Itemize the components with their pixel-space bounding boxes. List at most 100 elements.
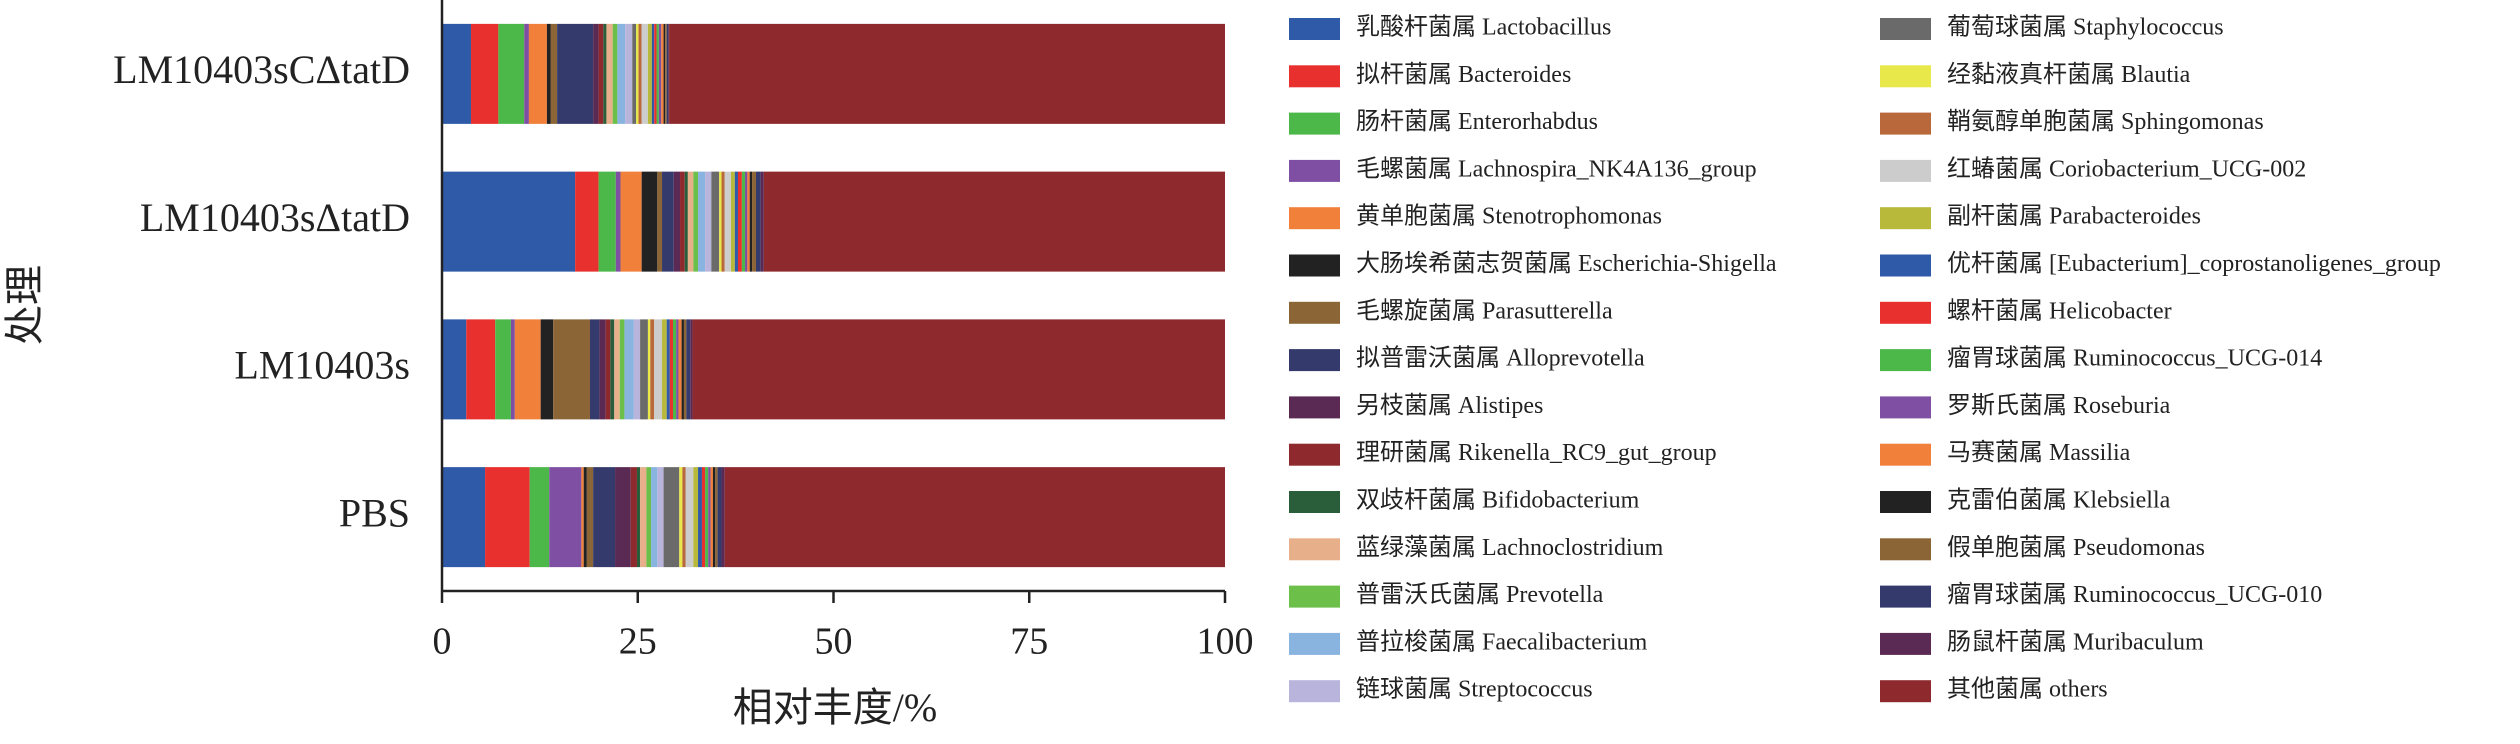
bar-segment <box>657 467 664 568</box>
bar-segment <box>620 171 642 272</box>
legend-label: 大肠埃希菌志贺菌属 Escherichia-Shigella <box>1356 250 1777 277</box>
bar-segment <box>550 23 558 124</box>
bar-segment <box>687 171 694 272</box>
legend-label: 罗斯氏菌属 Roseburia <box>1947 392 2171 419</box>
bar-segment <box>606 23 613 124</box>
bar-segment <box>598 171 616 272</box>
legend-label: 克雷伯菌属 Klebsiella <box>1947 487 2171 514</box>
bar-segment <box>673 171 681 272</box>
bar-segment <box>741 171 746 272</box>
legend-swatch <box>1880 18 1931 40</box>
legend-swatch <box>1289 585 1340 608</box>
bar-segment <box>617 23 626 124</box>
bar-segment <box>737 171 742 272</box>
legend-label: 鞘氨醇单胞菌属 Sphingomonas <box>1947 108 2264 135</box>
bar-segment <box>651 23 655 124</box>
legend-label: 经黏液真杆菌属 Blautia <box>1947 61 2191 88</box>
legend-swatch <box>1880 632 1931 655</box>
bar-segment <box>638 23 642 124</box>
bar-segment <box>721 467 725 568</box>
bar-segment <box>730 171 735 272</box>
legend-label: 螺杆菌属 Helicobacter <box>1947 297 2172 324</box>
legend-swatch <box>1289 301 1340 324</box>
bar-segment <box>705 171 712 272</box>
bar-segment <box>662 171 674 272</box>
bar-segment <box>657 171 663 272</box>
legend-swatch <box>1880 159 1931 182</box>
bar-segment <box>641 23 648 124</box>
bar-segment <box>650 319 655 420</box>
legend-swatch <box>1289 159 1340 182</box>
legend-swatch <box>1880 207 1931 230</box>
legend-label: 普拉梭菌属 Faecalibacterium <box>1356 628 1648 655</box>
y-tick-label: PBS <box>339 490 410 535</box>
bar-segment <box>734 171 738 272</box>
bar-segment <box>581 467 584 568</box>
bar-segment <box>680 171 685 272</box>
legend-label: 拟杆菌属 Bacteroides <box>1356 61 1571 88</box>
bar-segment <box>625 23 633 124</box>
legend-label: 瘤胃球菌属 Ruminococcus_UCG-014 <box>1947 345 2322 372</box>
bar-segment <box>510 319 515 420</box>
bar-segment <box>529 467 550 568</box>
bar-segment <box>624 319 634 420</box>
legend-swatch <box>1289 491 1340 513</box>
bar-segment <box>661 23 664 124</box>
bar-segment <box>524 23 529 124</box>
legend-swatch <box>1880 301 1931 324</box>
bar-segment <box>682 467 686 568</box>
legend-swatch <box>1880 491 1931 513</box>
legend-label: 普雷沃氏菌属 Prevotella <box>1356 581 1604 608</box>
bar-segment <box>654 23 657 124</box>
bar-segment <box>632 23 637 124</box>
bar-segment <box>651 467 658 568</box>
x-tick-label: 0 <box>433 621 452 663</box>
bar-segment <box>693 171 699 272</box>
bar-segment <box>640 319 648 420</box>
bar-segment <box>686 319 691 420</box>
bar-segment <box>693 467 699 568</box>
bar-segment <box>656 23 659 124</box>
bar-segment <box>599 319 606 420</box>
bar-segment <box>603 23 607 124</box>
legend-swatch <box>1289 207 1340 230</box>
bar-segment <box>752 171 756 272</box>
y-axis-label: 处理 <box>2 265 47 345</box>
bar-segment <box>708 467 711 568</box>
bar-segment <box>663 23 666 124</box>
bar-segment <box>760 171 764 272</box>
legend-swatch <box>1289 632 1340 655</box>
legend-swatch <box>1289 349 1340 372</box>
x-axis-label: 相对丰度/% <box>733 685 937 730</box>
bar-segment <box>665 23 667 124</box>
bar-segment <box>442 23 471 124</box>
legend-swatch <box>1289 396 1340 419</box>
bar-segment <box>662 319 667 420</box>
bar-segment <box>470 23 499 124</box>
legend-swatch <box>1880 349 1931 372</box>
legend-label: 双歧杆菌属 Bifidobacterium <box>1356 487 1640 514</box>
bar-segment <box>615 171 621 272</box>
legend-label: 蓝绿藻菌属 Lachnoclostridium <box>1356 534 1664 561</box>
bar-segment <box>589 319 600 420</box>
bar-segment <box>683 319 687 420</box>
bar-segment <box>701 467 706 568</box>
bar-segment <box>615 467 631 568</box>
bar-segment <box>690 319 693 420</box>
legend-label: 葡萄球菌属 Staphylococcus <box>1947 14 2224 41</box>
legend-label: 毛螺旋菌属 Parasutterella <box>1356 297 1613 324</box>
bar-segment <box>593 467 616 568</box>
legend-swatch <box>1880 538 1931 561</box>
bar-segment <box>442 171 576 272</box>
bar-segment <box>763 171 1225 272</box>
legend-swatch <box>1289 443 1340 466</box>
bar-segment <box>724 171 731 272</box>
bar-segment <box>721 171 725 272</box>
bar-segment <box>669 23 1225 124</box>
legend-label: 另枝菌属 Alistipes <box>1356 392 1543 419</box>
legend-label: 链球菌属 Streptococcus <box>1356 676 1593 703</box>
bar-segment <box>647 23 652 124</box>
legend-label: 肠杆菌属 Enterorhabdus <box>1356 108 1598 135</box>
bar-segment <box>755 171 761 272</box>
